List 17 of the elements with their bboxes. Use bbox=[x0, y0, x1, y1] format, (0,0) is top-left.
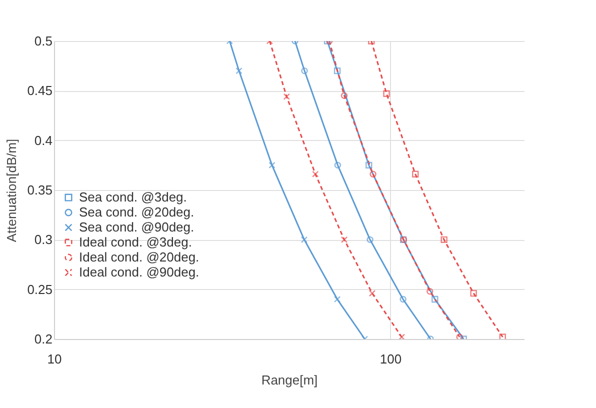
y-tick-label: 0.4 bbox=[34, 132, 52, 148]
legend-label: Ideal cond. @3deg. bbox=[79, 234, 192, 250]
y-tick-label: 0.5 bbox=[34, 34, 52, 48]
x-tick-label: 100 bbox=[380, 352, 402, 366]
x-axis-title: Range[m] bbox=[261, 372, 318, 388]
legend-label: Sea cond. @20deg. bbox=[79, 204, 194, 220]
y-tick-label: 0.25 bbox=[27, 282, 52, 297]
legend-label: Sea cond. @3deg. bbox=[79, 190, 187, 204]
legend-label: Ideal cond. @20deg. bbox=[79, 250, 200, 264]
y-tick-label: 0.3 bbox=[34, 232, 52, 248]
y-tick-label: 0.2 bbox=[34, 332, 52, 346]
legend-label: Ideal cond. @90deg. bbox=[79, 264, 200, 280]
y-tick-label: 0.35 bbox=[27, 182, 52, 198]
y-tick-label: 0.45 bbox=[27, 83, 52, 98]
legend-label: Sea cond. @90deg. bbox=[79, 220, 194, 234]
x-tick-label: 10 bbox=[47, 352, 62, 366]
y-axis-title: Attenuation[dB/m] bbox=[4, 138, 20, 242]
